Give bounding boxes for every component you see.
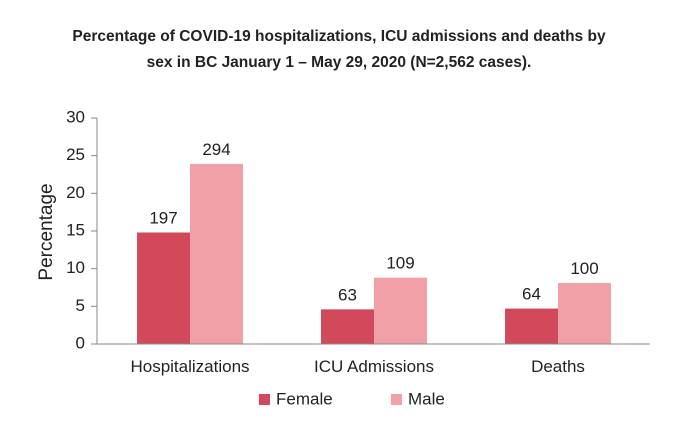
bar-female bbox=[137, 232, 190, 344]
category-label: ICU Admissions bbox=[314, 357, 434, 376]
legend-swatch-male bbox=[391, 394, 402, 405]
legend-swatch-female bbox=[259, 394, 270, 405]
data-label-female: 63 bbox=[338, 285, 357, 304]
y-axis-ticks: 0 5 10 15 20 25 30 bbox=[66, 107, 97, 352]
y-tick-label: 25 bbox=[66, 145, 85, 164]
y-tick-label: 0 bbox=[76, 333, 85, 352]
category-label: Deaths bbox=[531, 357, 585, 376]
chart-title-line-2: sex in BC January 1 – May 29, 2020 (N=2,… bbox=[146, 54, 532, 71]
chart-title-line-1: Percentage of COVID-19 hospitalizations,… bbox=[72, 28, 606, 45]
bar-male bbox=[190, 163, 243, 344]
y-tick-label: 15 bbox=[66, 220, 85, 239]
bars bbox=[137, 163, 611, 344]
y-tick-label: 20 bbox=[66, 183, 85, 202]
data-label-female: 64 bbox=[522, 285, 541, 304]
x-axis-category-labels: Hospitalizations ICU Admissions Deaths bbox=[130, 357, 584, 376]
legend: Female Male bbox=[259, 389, 445, 408]
y-tick-label: 30 bbox=[66, 107, 85, 126]
data-label-male: 100 bbox=[570, 259, 598, 278]
legend-label-male: Male bbox=[408, 389, 445, 408]
bar-male bbox=[558, 282, 611, 344]
legend-label-female: Female bbox=[276, 389, 333, 408]
bar-female bbox=[321, 309, 374, 344]
y-axis-title: Percentage bbox=[36, 183, 57, 280]
y-tick-label: 10 bbox=[66, 258, 85, 277]
data-label-male: 109 bbox=[386, 254, 414, 273]
category-label: Hospitalizations bbox=[130, 357, 249, 376]
data-labels: 197 294 63 109 64 100 bbox=[149, 140, 598, 304]
axes bbox=[96, 118, 650, 345]
chart-title: Percentage of COVID-19 hospitalizations,… bbox=[0, 24, 678, 76]
data-label-female: 197 bbox=[149, 209, 177, 228]
data-label-male: 294 bbox=[202, 140, 230, 159]
bar-female bbox=[505, 308, 558, 344]
bar-male bbox=[374, 277, 427, 344]
y-tick-label: 5 bbox=[76, 296, 85, 315]
